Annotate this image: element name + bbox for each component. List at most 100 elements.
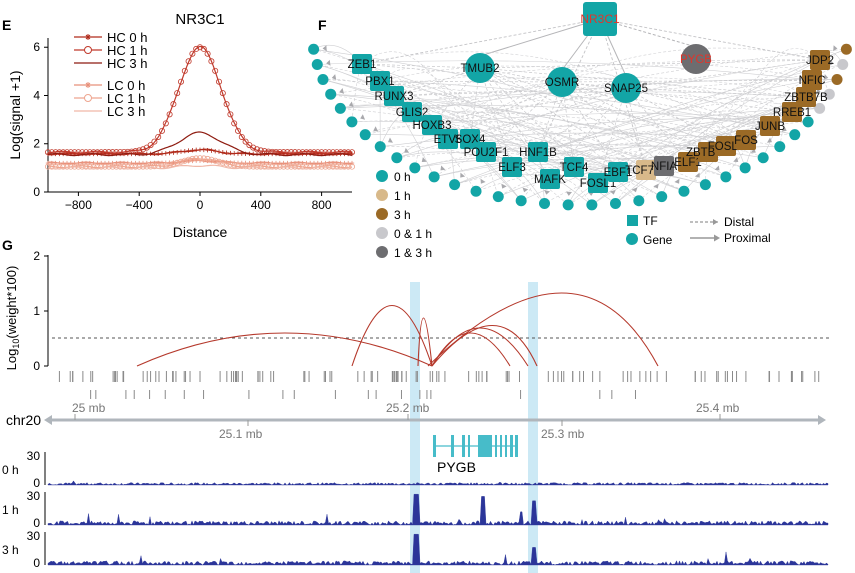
network-peripheral-gene[interactable] [325,88,337,100]
network-tf-square [588,173,608,193]
network-peripheral-gene[interactable] [823,88,835,100]
network-peripheral-gene[interactable] [317,74,329,86]
network-peripheral-gene[interactable] [562,199,574,211]
network-node-elf3[interactable]: ELF3 [498,157,526,177]
network-edge [414,125,771,169]
network-node-label: ELF3 [498,162,526,174]
network-peripheral-gene[interactable] [814,102,826,114]
legend-1h-swatch [376,189,388,201]
network-edge [687,83,807,163]
network-node-glis2[interactable]: GLIS2 [396,102,429,122]
network-node-snap25[interactable]: SNAP25 [604,73,648,103]
network-node-rreb1[interactable]: RREB1 [773,102,811,122]
network-peripheral-gene[interactable] [739,162,751,174]
e-series-point [144,160,149,166]
network-node-osmr[interactable]: OSMR [545,67,580,97]
network-node-label: JUNB [755,121,785,133]
network-edge-arrow [421,157,427,163]
gene-model-pygb[interactable]: PYGB [433,435,518,475]
e-series-point [270,160,275,166]
network-edge [411,96,539,153]
network-peripheral-gene[interactable] [656,191,668,203]
network-edge-arrow [480,178,486,184]
network-edge-arrow [714,165,720,171]
network-peripheral-gene[interactable] [308,43,320,55]
network-edge-arrow [694,172,700,178]
network-node-nfia[interactable]: NFIA [651,156,678,176]
ytick-label-0: 0 [33,359,40,373]
network-node-tmub2[interactable]: TMUB2 [461,53,500,83]
network-node-hnf1b[interactable]: HNF1B [519,142,557,162]
network-peripheral-gene[interactable] [515,195,527,207]
e-series-point [156,160,161,166]
e-series-point [215,158,222,165]
network-node-jdp2[interactable]: JDP2 [806,50,834,70]
network-edge [340,104,771,127]
network-peripheral-gene[interactable] [346,116,358,128]
e-series-point [182,148,187,154]
network-peripheral-gene[interactable] [609,197,621,209]
network-peripheral-gene[interactable] [449,179,461,191]
network-node-ebf1[interactable]: EBF1 [604,162,633,182]
network-peripheral-gene[interactable] [428,171,440,183]
e-series-point [223,101,230,108]
network-node-etv6[interactable]: ETV6 [434,129,463,149]
network-peripheral-gene[interactable] [720,171,732,183]
network-peripheral-gene[interactable] [837,59,849,71]
network-edge [379,80,593,206]
network-peripheral-gene[interactable] [633,195,645,207]
network-peripheral-gene[interactable] [359,129,371,141]
network-edge [485,81,563,153]
network-peripheral-gene[interactable] [334,102,346,114]
network-node-pbx1[interactable]: PBX1 [365,71,395,91]
network-node-runx3[interactable]: RUNX3 [375,86,414,106]
ytick-label-2: 2 [33,249,40,263]
network-peripheral-gene[interactable] [699,179,711,191]
network-node-pou2f1[interactable]: POU2F1 [464,142,509,162]
network-edge [330,93,709,153]
network-peripheral-gene[interactable] [586,199,598,211]
network-edge [725,48,821,147]
network-peripheral-gene[interactable] [374,141,386,153]
e-series-point [67,149,74,156]
legend-proximal-arrow [714,234,720,242]
e-series-point [118,160,123,166]
network-peripheral-gene[interactable] [470,185,482,197]
network-node-zbtb7b[interactable]: ZBTB7B [784,87,828,107]
e-series-point [208,156,215,163]
e-series-point [87,160,92,166]
network-node-mafk[interactable]: MAFK [534,169,566,189]
network-hub-node[interactable]: NR3C1 [580,2,620,36]
network-node-junb[interactable]: JUNB [755,116,785,136]
e-series-point [219,159,226,166]
network-node-nfic[interactable]: NFIC [799,70,826,90]
legend-0and1h-swatch [376,227,388,239]
track-label: 0 h [2,463,19,477]
network-node-elf1[interactable]: ELF1 [674,152,702,172]
network-edge [537,132,665,167]
network-peripheral-gene[interactable] [539,197,551,209]
network-edge [573,132,709,168]
network-peripheral-gene[interactable] [391,152,403,164]
network-node-tcf4[interactable]: TCF4 [560,157,589,177]
network-node-zeb1[interactable]: ZEB1 [348,54,377,74]
network-node-fosl2[interactable]: FOSL2 [708,136,744,156]
network-peripheral-gene[interactable] [757,152,769,164]
network-peripheral-gene[interactable] [492,191,504,203]
panel-f-legend: 0 h 1 h 3 h 0 & 1 h 1 & 3 h TF Gene Dist… [376,170,771,260]
network-peripheral-gene[interactable] [774,141,786,153]
network-node-pygb[interactable]: PYGB [680,44,712,74]
network-peripheral-gene[interactable] [678,185,690,197]
network-node-fos[interactable]: FOS [734,130,758,150]
network-peripheral-gene[interactable] [802,116,814,128]
network-node-label: OSMR [545,77,580,89]
network-edge [317,60,813,81]
network-peripheral-gene[interactable] [409,162,421,174]
e-series-point [133,160,138,166]
network-peripheral-gene[interactable] [840,43,852,55]
network-peripheral-gene[interactable] [831,74,843,86]
e-series-point [333,149,340,156]
network-node-fosl1[interactable]: FOSL1 [580,173,616,193]
network-peripheral-gene[interactable] [311,59,323,71]
network-peripheral-gene[interactable] [789,129,801,141]
